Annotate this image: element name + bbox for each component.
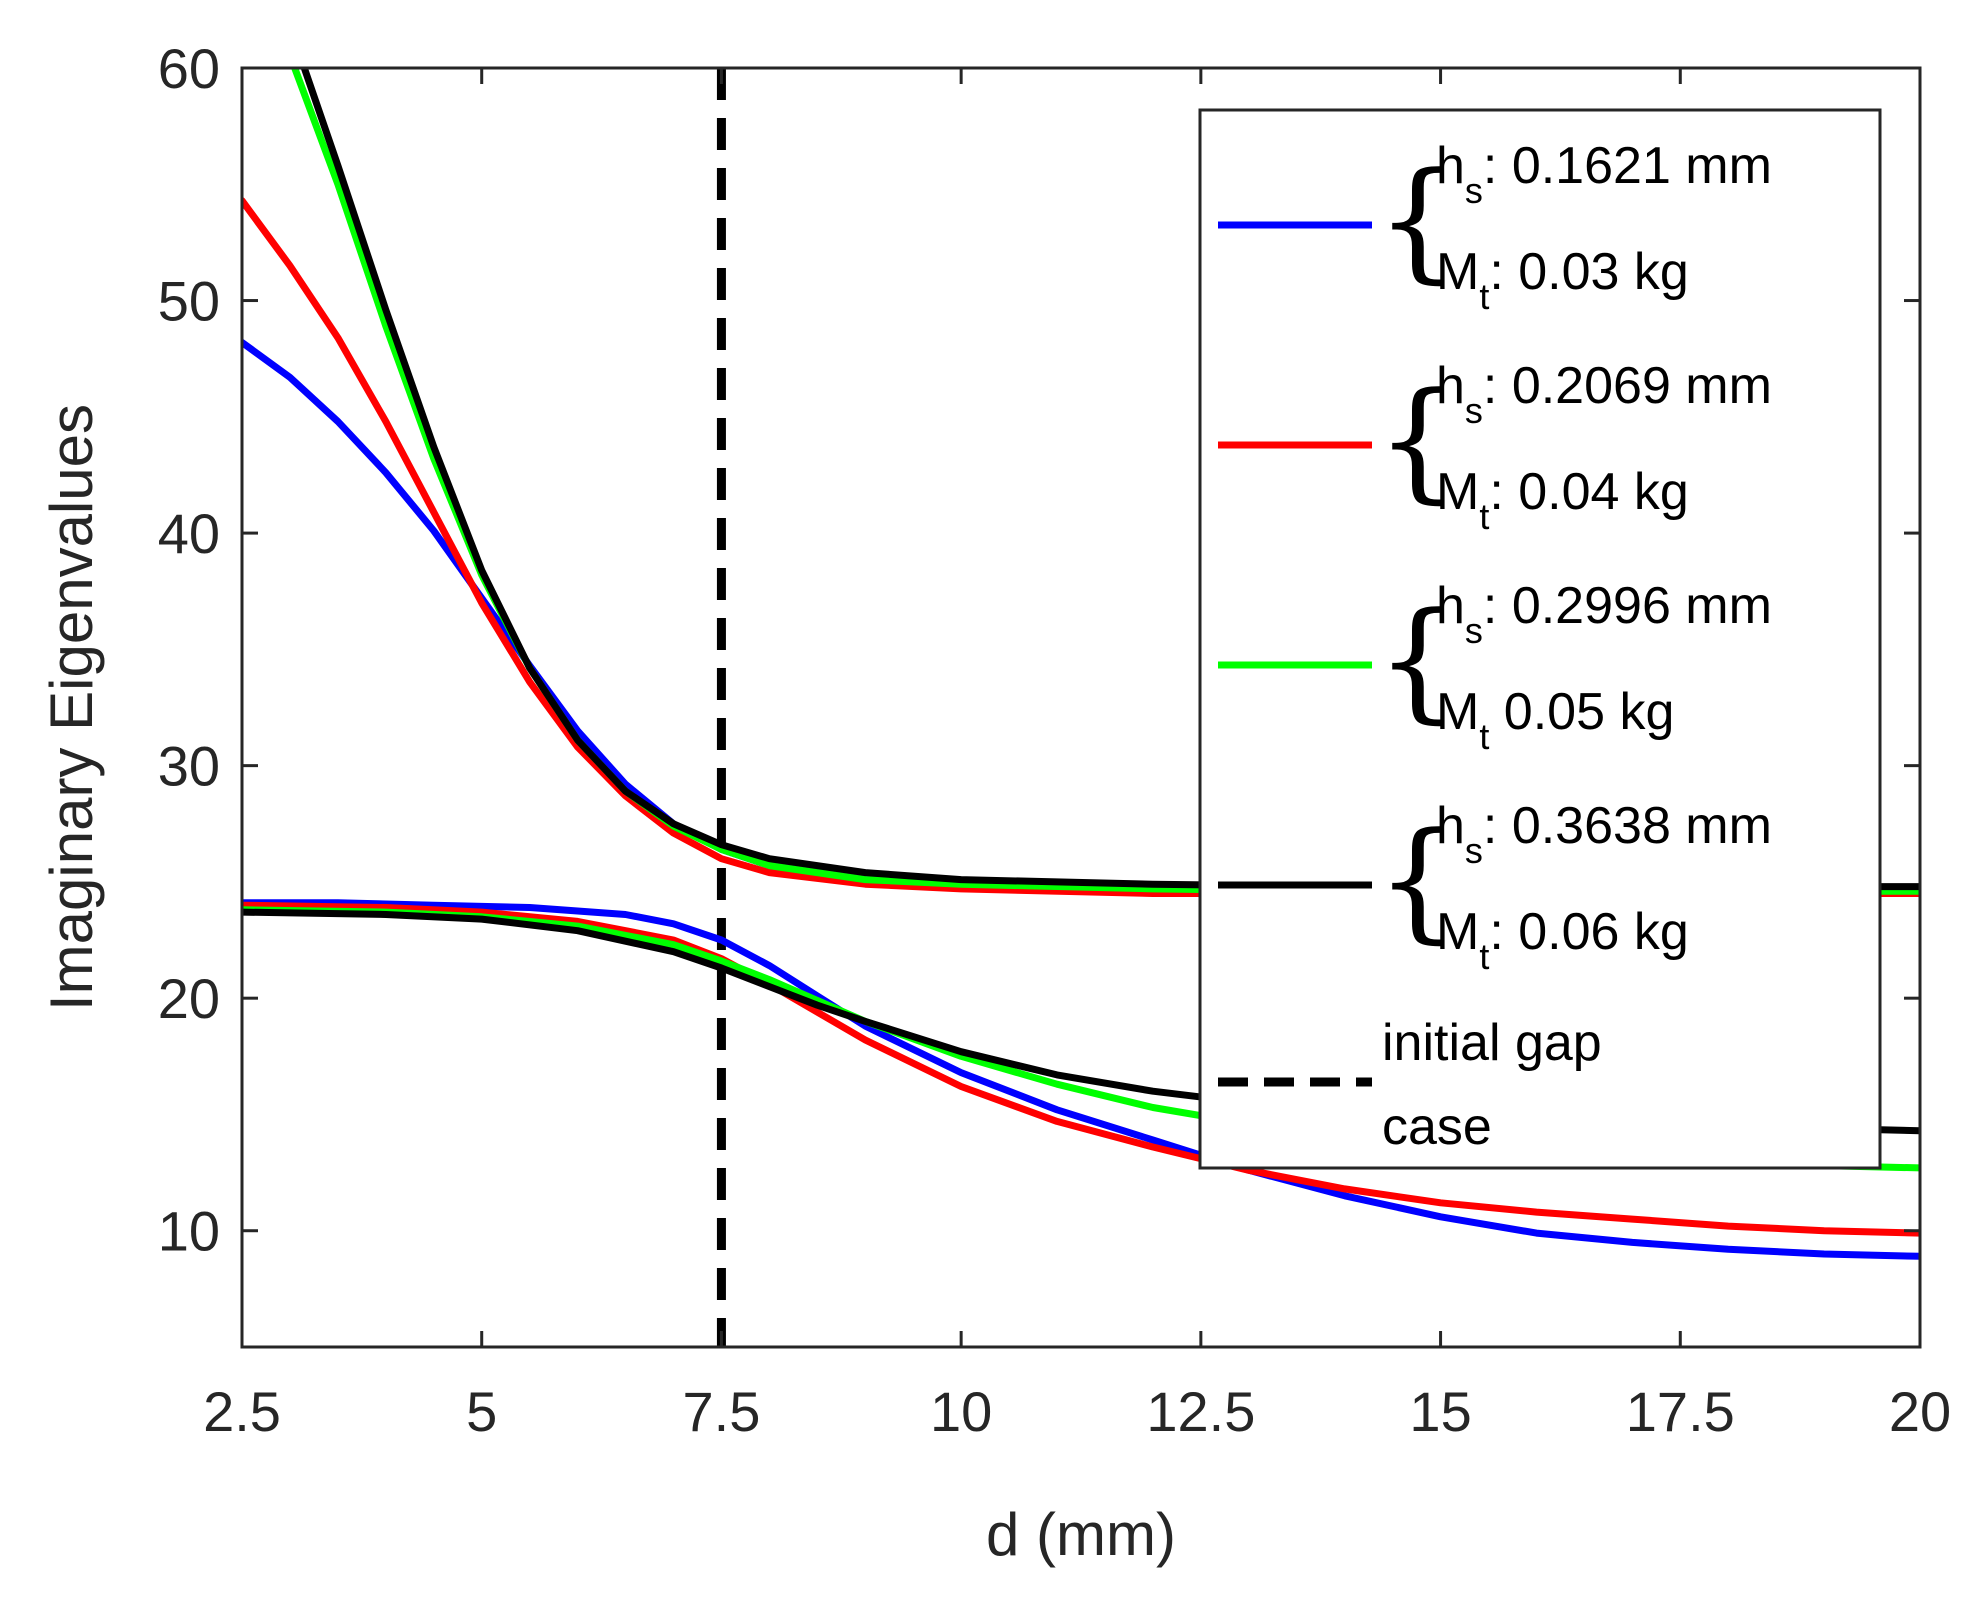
x-tick-label: 12.5 [1146,1380,1255,1443]
legend-brace-icon: { [1376,584,1459,736]
x-tick-label: 10 [930,1380,992,1443]
legend-label-m: Mt: 0.04 kg [1436,463,1689,537]
legend-entry-1: {hs: 0.1621 mm Mt: 0.03 kg [1218,137,1772,317]
x-tick-label: 20 [1889,1380,1951,1443]
y-tick-label: 20 [158,967,220,1030]
y-tick-label: 50 [158,270,220,333]
legend-label-m: Mt: 0.06 kg [1436,903,1689,977]
legend-entry-4: {hs: 0.3638 mm Mt: 0.06 kg [1218,797,1772,977]
legend-label-h: hs: 0.3638 mm [1436,797,1772,871]
x-tick-label: 2.5 [203,1380,281,1443]
legend-label-case: case [1382,1098,1492,1156]
legend-label-m: Mt 0.05 kg [1436,683,1674,757]
series-2-lower-line [242,901,1920,1237]
y-tick-label: 10 [158,1200,220,1263]
y-axis-label: Imaginary Eigenvalues [38,404,105,1011]
x-tick-label: 15 [1409,1380,1471,1443]
series-1-lower-line [242,899,1920,1260]
x-tick-label: 5 [466,1380,497,1443]
axes-box [240,66,1922,1349]
x-tick-label: 17.5 [1626,1380,1735,1443]
legend-brace-icon: { [1376,144,1459,296]
legend-label-initial-gap: initial gap [1382,1014,1602,1072]
legend-label-h: hs: 0.2996 mm [1436,577,1772,651]
y-tick-label: 60 [158,37,220,100]
legend-entry-3: {hs: 0.2996 mm Mt 0.05 kg [1218,577,1772,757]
legend-brace-icon: { [1376,804,1459,956]
y-tick-label: 40 [158,502,220,565]
x-axis-label: d (mm) [986,1501,1176,1568]
legend-box [1198,108,1882,1170]
axes: 2.5 5 7.5 10 12.5 15 17.5 20 10 20 30 40 50 60 d (mm) I… [38,37,1951,1568]
y-tick-label: 30 [158,735,220,798]
x-tick-label: 7.5 [682,1380,760,1443]
legend-label-h: hs: 0.1621 mm [1436,137,1772,211]
legend-label-h: hs: 0.2069 mm [1436,357,1772,431]
legend-entry-2: {hs: 0.2069 mm Mt: 0.04 kg [1218,357,1772,537]
legend-entry-reference: initial gap case [1218,1014,1602,1156]
legend-label-m: Mt: 0.03 kg [1436,243,1689,317]
legend-brace-icon: { [1376,364,1459,516]
